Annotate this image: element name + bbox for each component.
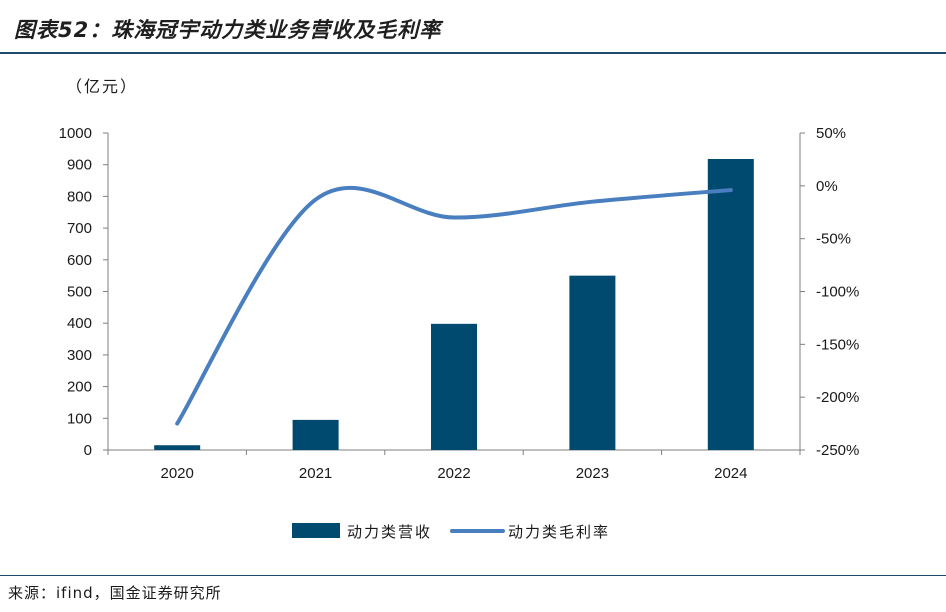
right-tick-label: -100% bbox=[816, 284, 859, 301]
line-series bbox=[175, 186, 733, 426]
left-tick-label: 800 bbox=[67, 188, 92, 205]
x-tick-label: 2020 bbox=[161, 465, 194, 482]
left-tick-label: 200 bbox=[67, 379, 92, 396]
chart-title: 图表52：珠海冠宇动力类业务营收及毛利率 bbox=[14, 18, 442, 42]
left-tick-label: 700 bbox=[67, 220, 92, 237]
left-tick-label: 100 bbox=[67, 410, 92, 427]
bar bbox=[707, 158, 754, 450]
bar bbox=[154, 445, 201, 450]
legend-line-label: 动力类毛利率 bbox=[508, 523, 610, 541]
left-tick-label: 0 bbox=[84, 442, 92, 459]
x-tick-label: 2022 bbox=[437, 465, 470, 482]
x-axis-ticks: 2020 2021 2022 2023 2024 bbox=[107, 450, 801, 482]
x-tick-label: 2024 bbox=[714, 465, 747, 482]
bar bbox=[569, 275, 616, 450]
right-tick-label: -200% bbox=[816, 389, 859, 406]
source-note: 来源：ifind，国金证券研究所 bbox=[8, 584, 222, 602]
left-tick-label: 300 bbox=[67, 347, 92, 364]
right-tick-label: 0% bbox=[816, 178, 838, 195]
footer-divider bbox=[0, 575, 946, 576]
legend-bar-label: 动力类营收 bbox=[347, 523, 432, 541]
right-tick-label: -150% bbox=[816, 336, 859, 353]
left-tick-label: 900 bbox=[67, 157, 92, 174]
title-divider bbox=[0, 52, 946, 54]
right-tick-label: 50% bbox=[816, 125, 846, 142]
left-tick-label: 400 bbox=[67, 315, 92, 332]
bar bbox=[431, 323, 477, 450]
bar bbox=[292, 419, 339, 450]
legend: 动力类营收 动力类毛利率 bbox=[292, 523, 610, 541]
left-tick-label: 1000 bbox=[59, 125, 92, 142]
left-axis-ticks: 0 100 200 300 400 500 600 700 800 900 1000 bbox=[59, 125, 108, 459]
bar-series bbox=[154, 158, 754, 450]
gross-margin-line bbox=[175, 186, 733, 426]
right-tick-label: -50% bbox=[816, 231, 851, 248]
legend-bar-swatch bbox=[292, 523, 340, 538]
left-tick-label: 500 bbox=[67, 284, 92, 301]
left-tick-label: 600 bbox=[67, 252, 92, 269]
unit-label: （亿元） bbox=[66, 77, 138, 96]
x-tick-label: 2023 bbox=[576, 465, 609, 482]
right-tick-label: -250% bbox=[816, 442, 859, 459]
x-tick-label: 2021 bbox=[299, 465, 332, 482]
right-axis-ticks: -250% -200% -150% -100% -50% 0% 50% bbox=[800, 125, 859, 459]
